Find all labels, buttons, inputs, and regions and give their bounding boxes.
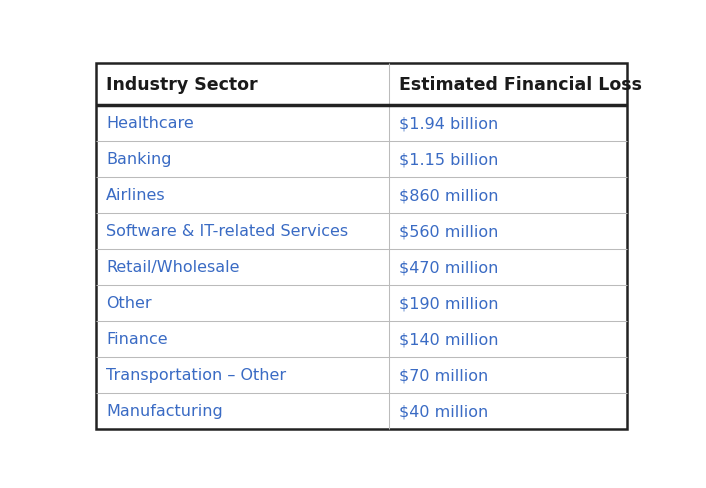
Text: Healthcare: Healthcare <box>107 116 194 131</box>
Text: Airlines: Airlines <box>107 188 166 203</box>
Text: $1.15 billion: $1.15 billion <box>399 152 498 167</box>
Text: $40 million: $40 million <box>399 403 489 418</box>
Text: $70 million: $70 million <box>399 367 489 382</box>
Text: Software & IT-related Services: Software & IT-related Services <box>107 224 349 239</box>
Text: Transportation – Other: Transportation – Other <box>107 367 287 382</box>
Text: Manufacturing: Manufacturing <box>107 403 223 418</box>
Text: Retail/Wholesale: Retail/Wholesale <box>107 260 240 275</box>
Text: Estimated Financial Loss: Estimated Financial Loss <box>399 76 642 94</box>
Text: $860 million: $860 million <box>399 188 498 203</box>
Text: $1.94 billion: $1.94 billion <box>399 116 498 131</box>
Text: $140 million: $140 million <box>399 331 498 346</box>
Text: Finance: Finance <box>107 331 168 346</box>
Text: Other: Other <box>107 296 152 310</box>
Text: Industry Sector: Industry Sector <box>107 76 258 94</box>
Text: $560 million: $560 million <box>399 224 498 239</box>
Text: $190 million: $190 million <box>399 296 498 310</box>
Text: $470 million: $470 million <box>399 260 498 275</box>
Text: Banking: Banking <box>107 152 172 167</box>
